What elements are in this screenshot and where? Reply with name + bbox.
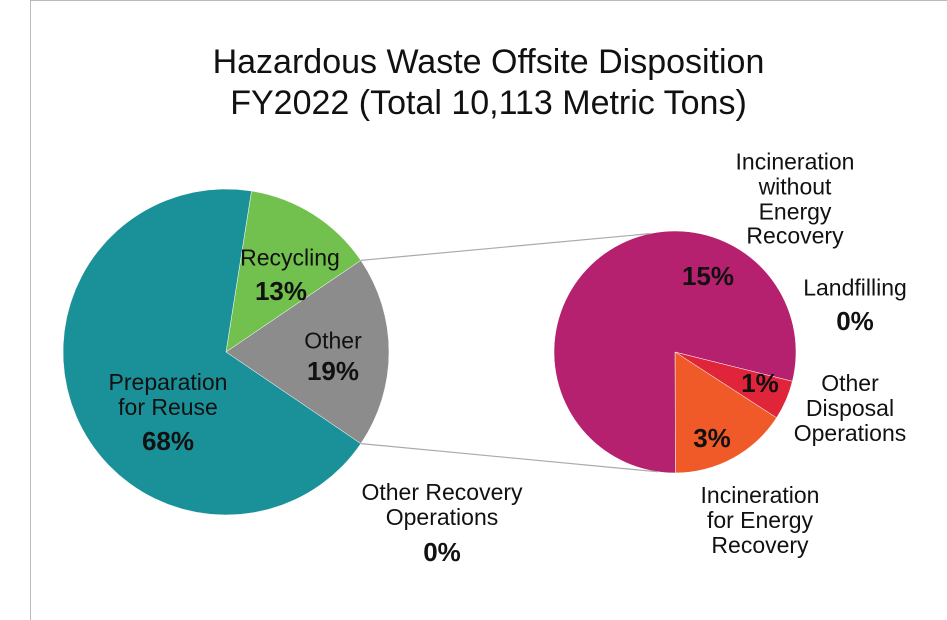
connector-line: [360, 443, 659, 473]
value-label: 0%: [423, 536, 461, 567]
pie-slice: [553, 230, 797, 474]
value-label: 1%: [741, 367, 779, 398]
value-label: 68%: [141, 425, 195, 456]
value-label: 19%: [306, 355, 360, 386]
value-label: 13%: [254, 275, 308, 306]
slice-label: Preparation for Reuse: [108, 369, 228, 420]
slice-label: Incineration for Energy Recovery: [700, 481, 820, 558]
value-label: 15%: [681, 260, 735, 291]
slice-label: Other Recovery Operations: [361, 479, 523, 530]
pie-slice: [62, 188, 362, 516]
slice-label: Other: [304, 327, 362, 354]
pie-slice: [225, 190, 362, 353]
slice-label: Landfilling: [803, 274, 907, 301]
chart-title: Hazardous Waste Offsite Disposition FY20…: [212, 43, 765, 122]
value-label: 3%: [693, 422, 731, 453]
value-label: 0%: [836, 305, 874, 336]
pie-slice: [674, 351, 777, 474]
connector-line: [360, 233, 650, 261]
pie-slice: [225, 260, 390, 444]
slice-label: Incineration without Energy Recovery: [735, 148, 855, 249]
slice-label: Other Disposal Operations: [793, 369, 907, 446]
slice-label: Recycling: [240, 244, 340, 271]
